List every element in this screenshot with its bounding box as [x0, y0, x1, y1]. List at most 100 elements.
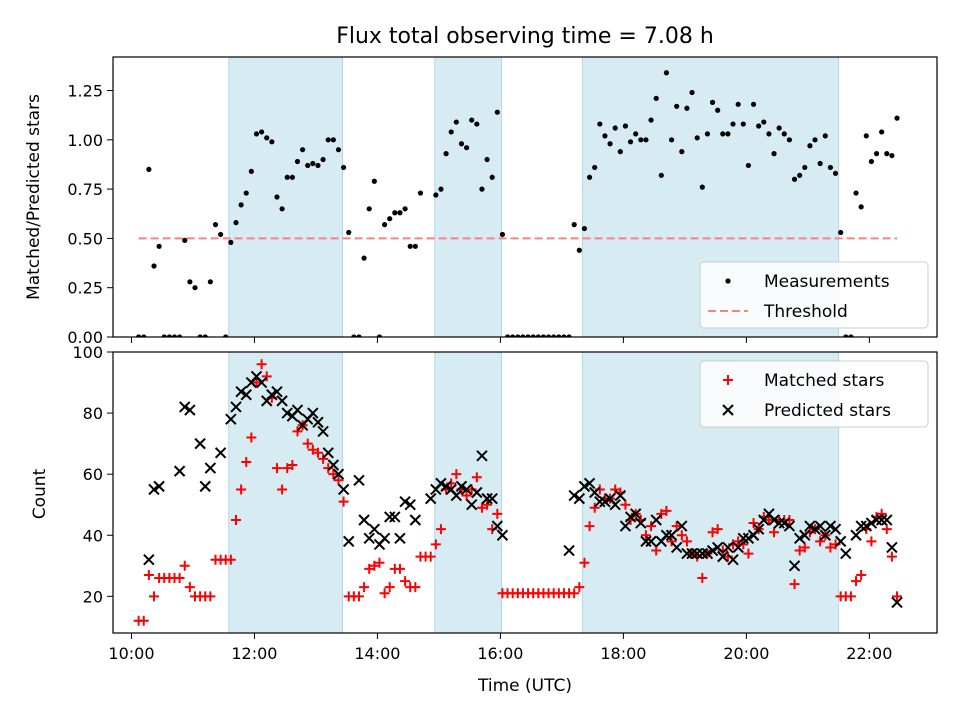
predicted-star-point: [752, 523, 765, 535]
measurement-point: [264, 135, 270, 141]
matched-star-point: [482, 499, 493, 510]
predicted-star-point: [886, 541, 898, 554]
measurement-point: [750, 101, 757, 107]
predicted-star-point: [573, 492, 586, 505]
predicted-star-point: [850, 529, 862, 541]
predicted-star-point: [225, 413, 237, 425]
measurement-point: [745, 162, 752, 169]
measurement-point: [294, 158, 301, 165]
matched-star-point: [271, 463, 282, 474]
measurement-point: [453, 119, 459, 125]
ratio-y-tick-label: 1.25: [67, 82, 103, 101]
matched-star-point: [748, 518, 759, 529]
measurement-point: [725, 131, 731, 137]
measurement-point: [556, 334, 562, 337]
top-y-axis-label: Matched/Predicted stars: [24, 94, 44, 300]
matched-star-point: [435, 524, 446, 535]
predicted-star-point: [809, 523, 821, 535]
measurement-point: [233, 220, 239, 226]
matched-star-point: [492, 508, 503, 519]
predicted-star-point: [353, 474, 365, 486]
x-tick-label: 12:00: [231, 644, 277, 663]
measurement-point: [868, 158, 875, 165]
measurement-point: [889, 152, 895, 159]
matched-star-point: [610, 484, 621, 495]
predicted-star-point: [476, 450, 488, 462]
predicted-star-point: [793, 532, 806, 545]
measurement-point: [663, 70, 670, 76]
count-y-tick-label: 60: [83, 465, 103, 484]
predicted-star-point: [855, 520, 867, 532]
measurement-point: [259, 129, 265, 135]
matched-star-point: [138, 615, 149, 626]
legend-label: Threshold: [763, 302, 848, 322]
predicted-star-point: [179, 401, 191, 413]
matched-star-point: [394, 563, 405, 574]
predicted-star-point: [609, 499, 621, 511]
count-y-tick-label: 20: [83, 587, 103, 606]
predicted-star-point: [563, 544, 575, 557]
ratio-y-tick-label: 0.25: [67, 279, 103, 298]
predicted-star-point: [435, 477, 447, 490]
measurement-point: [740, 121, 746, 127]
predicted-star-point: [358, 514, 370, 526]
measurement-point: [248, 168, 254, 174]
predicted-star-point: [389, 511, 401, 523]
measurement-point: [182, 237, 188, 243]
measurement-point: [438, 186, 444, 192]
predicted-star-point: [870, 514, 883, 526]
predicted-star-point: [717, 550, 729, 563]
measurement-point: [433, 192, 439, 198]
measurement-point: [499, 231, 506, 238]
predicted-star-point: [583, 477, 596, 490]
matched-star-point: [743, 548, 754, 559]
predicted-star-point: [363, 532, 375, 545]
predicted-star-point: [599, 495, 611, 508]
measurement-point: [207, 279, 213, 285]
predicted-star-point: [881, 514, 893, 526]
predicted-star-point: [425, 492, 437, 505]
predicted-star-point: [788, 560, 801, 572]
measurement-point: [376, 334, 383, 337]
measurement-point: [776, 125, 782, 131]
measurement-point: [643, 137, 649, 143]
predicted-star-point: [194, 437, 206, 450]
matched-star-point: [763, 514, 774, 525]
matched-star-point: [261, 371, 272, 382]
predicted-star-point: [824, 520, 837, 532]
measurement-point: [566, 334, 572, 337]
measurement-point: [243, 190, 249, 196]
x-tick-label: 18:00: [600, 644, 646, 663]
predicted-star-point: [343, 535, 355, 548]
legend-label: Measurements: [764, 272, 890, 292]
measurement-point: [371, 178, 377, 184]
measurement-point: [648, 117, 654, 123]
predicted-star-point: [332, 468, 345, 480]
count-y-tick-label: 80: [83, 404, 103, 423]
matched-star-point: [205, 591, 216, 602]
chart-title: Flux total observing time = 7.08 h: [336, 24, 714, 49]
predicted-star-point: [629, 508, 642, 520]
measurement-point: [571, 222, 577, 228]
predicted-star-point: [184, 404, 196, 416]
predicted-star-point: [266, 389, 278, 401]
predicted-star-point: [291, 404, 304, 416]
predicted-star-point: [691, 547, 703, 560]
measurement-point: [530, 334, 536, 337]
predicted-star-point: [404, 499, 416, 511]
measurement-point: [284, 174, 290, 180]
predicted-star-point: [460, 483, 473, 496]
measurement-point: [827, 164, 834, 171]
predicted-star-point: [619, 520, 632, 532]
measurement-point: [658, 172, 664, 178]
matched-star-point: [799, 542, 810, 553]
matched-star-point: [384, 582, 395, 593]
predicted-star-point: [450, 489, 463, 502]
matched-star-point: [328, 469, 339, 480]
predicted-star-point: [799, 529, 811, 541]
matched-star-point: [471, 472, 482, 483]
matched-star-point: [707, 527, 718, 538]
predicted-star-point: [255, 376, 268, 389]
matched-star-point: [646, 521, 657, 532]
